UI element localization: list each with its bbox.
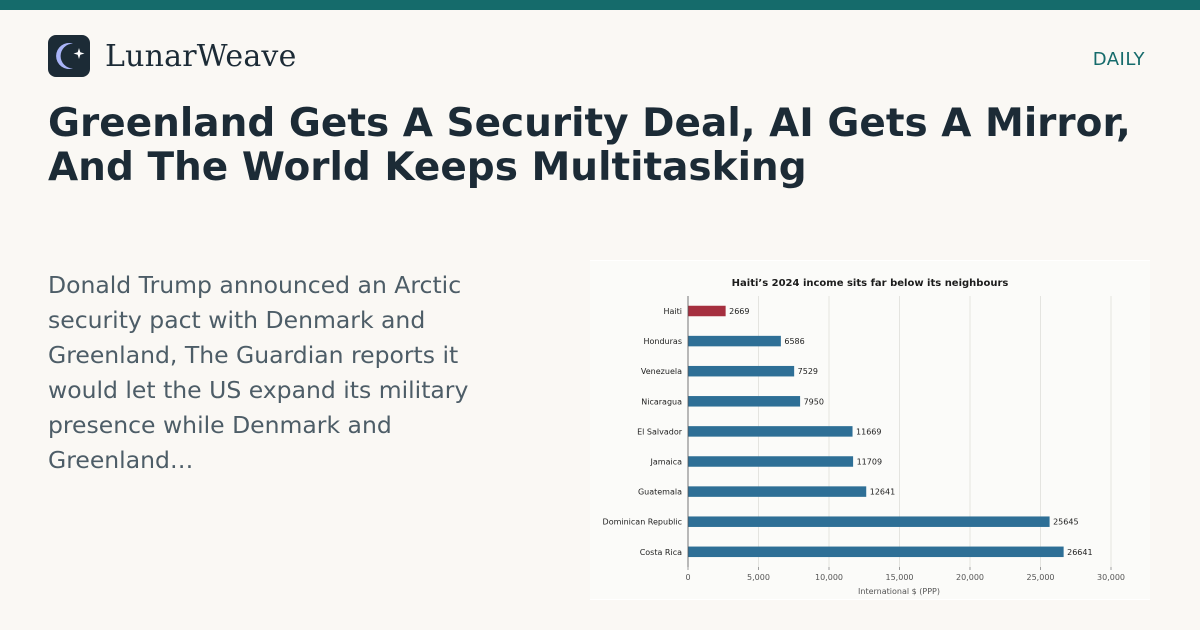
x-tick-label: 25,000 — [1027, 573, 1055, 582]
x-tick-label: 15,000 — [886, 573, 914, 582]
bar-guatemala — [688, 486, 867, 497]
bar-venezuela — [688, 365, 795, 377]
x-tick-label: 20,000 — [956, 573, 984, 582]
x-tick-label: 30,000 — [1097, 573, 1125, 582]
income-bar-chart: Haiti’s 2024 income sits far below its n… — [603, 278, 1125, 596]
bar-honduras — [688, 335, 781, 347]
y-category-label: Guatemala — [638, 488, 682, 497]
bar-value-label: 11669 — [856, 427, 881, 436]
y-category-label: Dominican Republic — [603, 518, 682, 527]
chart-title: Haiti’s 2024 income sits far below its n… — [732, 278, 1009, 289]
article-headline: Greenland Gets A Security Deal, AI Gets … — [48, 101, 1131, 190]
bar-jamaica — [688, 456, 854, 467]
bar-nicaragua — [688, 396, 801, 407]
bar-value-label: 26641 — [1067, 548, 1092, 557]
bar-value-label: 6586 — [784, 337, 804, 346]
y-category-label: Haiti — [664, 307, 683, 316]
bar-el-salvador — [688, 426, 853, 437]
bar-value-label: 11709 — [857, 458, 882, 467]
section-label[interactable]: DAILY — [1092, 49, 1145, 70]
x-tick-label: 5,000 — [747, 573, 770, 582]
bar-value-label: 2669 — [729, 307, 749, 316]
top-accent-bar — [0, 0, 1200, 10]
y-category-label: Nicaragua — [641, 397, 682, 406]
y-category-label: El Salvador — [637, 427, 683, 436]
chart-bars: 2669 6586 7529 7950 11669 11709 12641 25645 2664… — [688, 305, 1093, 558]
brand-name: LunarWeave — [105, 38, 297, 74]
brand[interactable]: LunarWeave — [48, 35, 297, 77]
chart-axes: 0 5,000 10,000 15,000 20,000 25,000 30,000 Hait… — [603, 296, 1125, 582]
bar-dominican-republic — [688, 516, 1050, 527]
x-tick-label: 0 — [685, 573, 690, 582]
y-category-label: Costa Rica — [640, 548, 682, 557]
bar-haiti — [688, 305, 726, 317]
y-category-label: Venezuela — [641, 367, 682, 376]
moon-star-icon — [48, 35, 90, 77]
x-tick-label: 10,000 — [815, 573, 843, 582]
article-summary: Donald Trump announced an Arctic securit… — [48, 271, 469, 474]
y-category-label: Jamaica — [650, 458, 683, 467]
bar-costa-rica — [688, 546, 1064, 558]
bar-value-label: 7529 — [798, 367, 818, 376]
chart-card: Haiti’s 2024 income sits far below its n… — [590, 260, 1150, 600]
x-axis-label: International $ (PPP) — [858, 587, 940, 596]
bar-value-label: 25645 — [1053, 518, 1078, 527]
bar-value-label: 7950 — [804, 397, 824, 406]
y-category-label: Honduras — [644, 337, 683, 346]
bar-value-label: 12641 — [870, 488, 895, 497]
